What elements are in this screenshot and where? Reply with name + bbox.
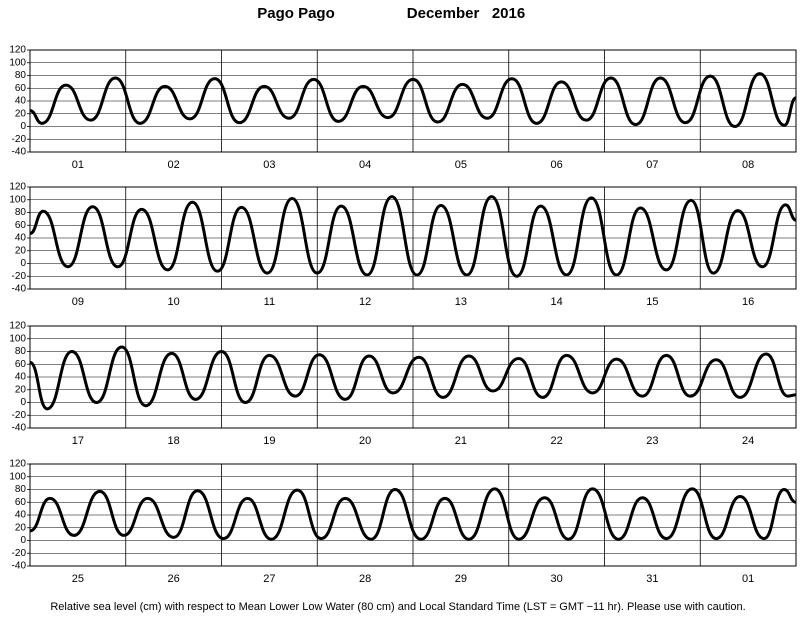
tide-line (30, 487, 796, 541)
day-label: 03 (263, 159, 275, 171)
plot-frame (29, 49, 797, 153)
y-tick-label: 120 (9, 182, 26, 193)
day-label: 16 (742, 296, 754, 308)
y-tick-label: 100 (9, 471, 26, 482)
y-tick-label: 0 (20, 121, 26, 132)
plot-frame (29, 463, 797, 567)
y-tick-label: 60 (15, 83, 27, 94)
day-label: 29 (455, 573, 467, 585)
y-tick-label: 40 (15, 372, 27, 383)
y-tick-label: 120 (9, 459, 26, 470)
day-label: 20 (359, 435, 371, 447)
y-tick-label: 40 (15, 96, 27, 107)
y-tick-label: 0 (20, 258, 26, 269)
day-label: 25 (72, 573, 84, 585)
y-tick-label: 20 (15, 522, 27, 533)
y-tick-label: 80 (15, 207, 27, 218)
y-tick-label: -40 (12, 561, 27, 572)
day-label: 11 (264, 296, 275, 308)
plot-frame (29, 186, 797, 290)
day-label: 14 (551, 296, 563, 308)
chart-title: Pago Pago (257, 5, 335, 22)
day-label: 27 (263, 573, 275, 585)
tide-line (30, 345, 796, 411)
day-label: 17 (72, 435, 84, 447)
y-tick-label: 120 (9, 321, 26, 332)
day-label: 13 (455, 296, 467, 308)
y-tick-label: 60 (15, 497, 27, 508)
y-tick-label: -40 (12, 147, 27, 158)
day-label: 15 (646, 296, 658, 308)
day-label: 05 (455, 159, 467, 171)
day-label: 24 (742, 435, 754, 447)
tide-line (30, 195, 796, 278)
day-label: 01 (742, 573, 754, 585)
day-label: 30 (551, 573, 563, 585)
day-label: 02 (168, 159, 180, 171)
day-label: 12 (359, 296, 371, 308)
y-tick-label: 100 (9, 57, 26, 68)
y-tick-label: 20 (15, 108, 27, 119)
y-tick-label: 0 (20, 535, 26, 546)
day-label: 19 (263, 435, 275, 447)
y-tick-label: -40 (12, 284, 27, 295)
y-tick-label: 20 (15, 245, 27, 256)
y-tick-label: -40 (12, 423, 27, 434)
day-label: 01 (72, 159, 84, 171)
y-tick-label: 120 (9, 45, 26, 56)
day-label: 23 (646, 435, 658, 447)
y-tick-label: -20 (12, 410, 27, 421)
y-tick-label: -20 (12, 134, 27, 145)
day-label: 26 (168, 573, 180, 585)
y-tick-label: 100 (9, 333, 26, 344)
day-label: 04 (359, 159, 371, 171)
day-label: 08 (742, 159, 754, 171)
day-label: 18 (168, 435, 180, 447)
day-label: 22 (551, 435, 563, 447)
y-tick-label: 80 (15, 346, 27, 357)
y-tick-label: -20 (12, 271, 27, 282)
y-tick-label: 100 (9, 194, 26, 205)
day-label: 28 (359, 573, 371, 585)
y-tick-label: 60 (15, 220, 27, 231)
day-label: 10 (168, 296, 180, 308)
day-label: 31 (646, 573, 658, 585)
y-tick-label: 20 (15, 384, 27, 395)
day-label: 06 (551, 159, 563, 171)
tide-line (30, 72, 796, 129)
y-tick-label: 60 (15, 359, 27, 370)
y-tick-label: 80 (15, 484, 27, 495)
y-tick-label: 40 (15, 233, 27, 244)
day-label: 21 (455, 435, 467, 447)
plot-frame (29, 325, 797, 429)
y-tick-label: 0 (20, 397, 26, 408)
day-label: 07 (646, 159, 658, 171)
y-tick-label: -20 (12, 548, 27, 559)
y-tick-label: 40 (15, 510, 27, 521)
footnote: Relative sea level (cm) with respect to … (50, 601, 745, 613)
day-label: 09 (72, 296, 84, 308)
y-tick-label: 80 (15, 70, 27, 81)
chart-subtitle: December 2016 (407, 5, 525, 22)
